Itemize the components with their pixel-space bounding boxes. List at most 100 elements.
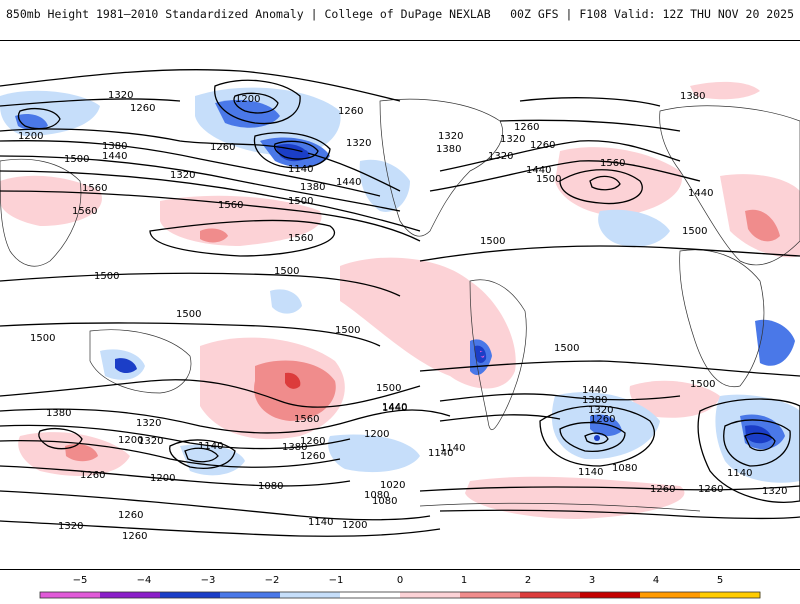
contour-label: 1020 (380, 480, 405, 491)
colorbar-segment (640, 592, 701, 598)
colorbar-tick-label: −2 (264, 575, 280, 586)
contour-labels: 1320 1260 1200 1260 1200 1260 1320 1260 … (18, 90, 787, 542)
contour-label: 1320 (488, 151, 513, 162)
contour-label: 1320 (138, 436, 163, 447)
contour-label: 1200 (235, 94, 260, 105)
contour-label: 1500 (536, 174, 561, 185)
contour-label: 1260 (698, 484, 723, 495)
contour-label: 1320 (500, 134, 525, 145)
contour-label: 1260 (210, 142, 235, 153)
contour-label: 1500 (64, 154, 89, 165)
contour-label: 1380 (582, 395, 607, 406)
contour-label: 1320 (108, 90, 133, 101)
contour-label: 1380 (300, 182, 325, 193)
colorbar-segment (160, 592, 221, 598)
contour-label: 1440 (382, 403, 407, 414)
colorbar-tick-label: 1 (460, 575, 468, 586)
low-centers (302, 150, 761, 441)
colorbar-segment (520, 592, 581, 598)
contour-label: 1320 (438, 131, 463, 142)
anomaly-shading (0, 81, 800, 519)
contour-label: 1080 (612, 463, 637, 474)
contour-label: 1140 (440, 443, 465, 454)
colorbar-legend (0, 570, 800, 600)
contour-label: 1500 (682, 226, 707, 237)
colorbar-tick-label: 5 (716, 575, 724, 586)
contour-label: 1260 (122, 531, 147, 542)
anomaly-map: 1320 1260 1200 1260 1200 1260 1320 1260 … (0, 40, 800, 570)
contour-label: 1260 (130, 103, 155, 114)
contour-label: 1140 (198, 441, 223, 452)
colorbar-segment (460, 592, 521, 598)
contour-label: 1560 (82, 183, 107, 194)
contour-label: 1260 (300, 451, 325, 462)
contour-label: 1080 (258, 481, 283, 492)
contour-label: 1440 (102, 151, 127, 162)
colorbar-segment (580, 592, 641, 598)
colorbar (39, 591, 761, 599)
colorbar-segment (220, 592, 281, 598)
colorbar-tick-label: 3 (588, 575, 596, 586)
coastlines (0, 98, 800, 512)
contour-label: 1560 (288, 233, 313, 244)
colorbar-outline (39, 591, 761, 599)
colorbar-tick-label: −1 (328, 575, 344, 586)
contour-label: 1560 (600, 158, 625, 169)
colorbar-segment (280, 592, 341, 598)
contour-label: 1500 (480, 236, 505, 247)
contour-label: 1380 (436, 144, 461, 155)
colorbar-segment (400, 592, 461, 598)
colorbar-tick-label: −5 (72, 575, 88, 586)
contour-label: 1200 (342, 520, 367, 531)
contour-label: 1500 (176, 309, 201, 320)
map-title: 850mb Height 1981–2010 Standardized Anom… (6, 7, 491, 21)
contour-label: 1500 (335, 325, 360, 336)
contour-label: 1260 (118, 510, 143, 521)
contour-label: 1080 (372, 496, 397, 507)
contour-label: 1260 (590, 414, 615, 425)
contour-label: 1140 (288, 164, 313, 175)
contour-label: 1500 (690, 379, 715, 390)
colorbar-tick-label: 0 (396, 575, 404, 586)
contour-label: 1140 (578, 467, 603, 478)
contour-label: 1320 (762, 486, 787, 497)
contour-label: 1560 (218, 200, 243, 211)
contour-label: 1140 (428, 448, 453, 459)
contour-label: 1260 (338, 106, 363, 117)
contour-label: 1500 (376, 383, 401, 394)
contour-label: 1440 (526, 165, 551, 176)
colorbar-segment (40, 592, 101, 598)
colorbar-segment (700, 592, 761, 598)
height-contours (0, 69, 800, 537)
contour-label: 1440 (688, 188, 713, 199)
colorbar-tick-label: −4 (136, 575, 152, 586)
colorbar-tick-label: 4 (652, 575, 660, 586)
contour-label: 1320 (58, 521, 83, 532)
contour-label: 1200 (364, 429, 389, 440)
contour-label: 1500 (554, 343, 579, 354)
contour-label: 1320 (588, 405, 613, 416)
colorbar-segment (100, 592, 161, 598)
contour-label: 1140 (308, 517, 333, 528)
contour-label: 1260 (80, 470, 105, 481)
contour-label: 1380 (102, 141, 127, 152)
contour-label: 1200 (18, 131, 43, 142)
contour-label: 1560 (72, 206, 97, 217)
contour-label: 1380 (282, 442, 307, 453)
colorbar-tick-label: −3 (200, 575, 216, 586)
contour-label: 1140 (727, 468, 752, 479)
colorbar-tick-label: 2 (524, 575, 532, 586)
contour-label: 1200 (118, 435, 143, 446)
contour-label: 1500 (288, 196, 313, 207)
contour-label: 1080 (364, 490, 389, 501)
contour-label: 1260 (300, 436, 325, 447)
contour-label: 1560 (294, 414, 319, 425)
contour-label: 1500 (274, 266, 299, 277)
contour-label: 1440 (382, 402, 407, 413)
contour-label: 1320 (136, 418, 161, 429)
contour-label: 1260 (514, 122, 539, 133)
contour-label: 1200 (150, 473, 175, 484)
map-header: 850mb Height 1981–2010 Standardized Anom… (0, 0, 800, 40)
contour-label: 1500 (30, 333, 55, 344)
contour-label: 1500 (94, 271, 119, 282)
